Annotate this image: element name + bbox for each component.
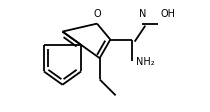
Text: NH₂: NH₂ bbox=[136, 56, 154, 66]
Text: O: O bbox=[93, 9, 101, 19]
Text: N: N bbox=[139, 9, 146, 19]
Text: OH: OH bbox=[161, 9, 176, 19]
